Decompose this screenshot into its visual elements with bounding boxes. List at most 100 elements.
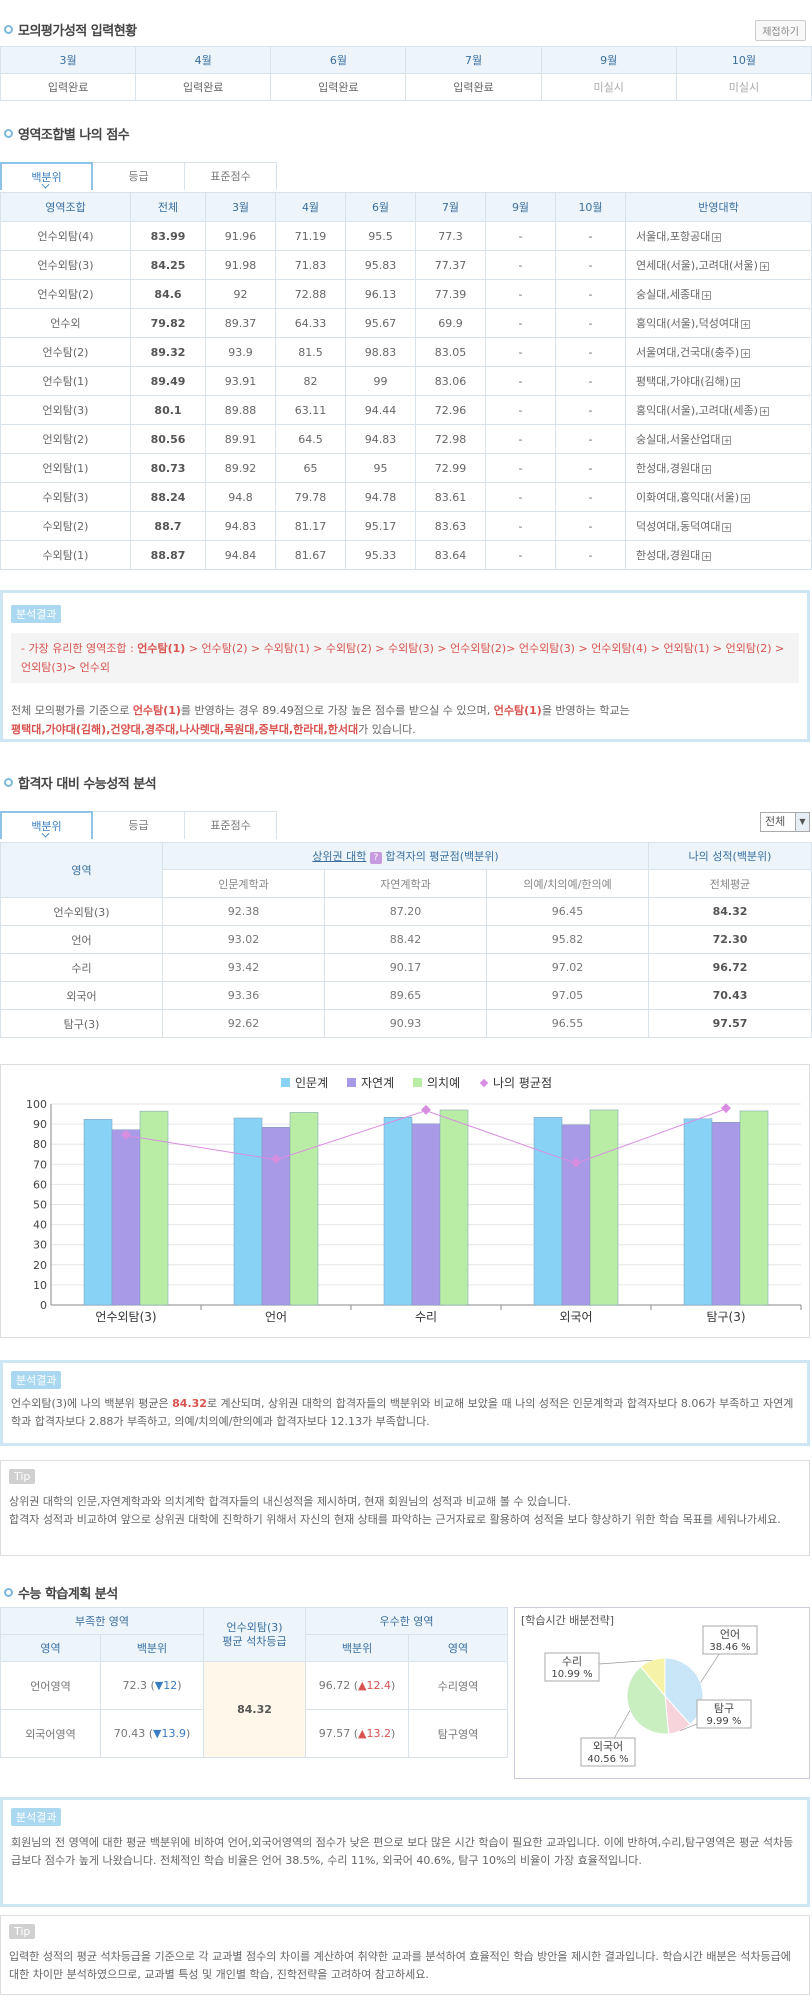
table-cell: 한성대,경원대 +	[625, 540, 812, 570]
plus-icon[interactable]: +	[722, 435, 732, 445]
r1-p2: 를 반영하는 경우 89.49점으로 가장 높은 점수를 받으실 수 있으며,	[180, 704, 494, 717]
table-cell: 덕성여대,동덕여대 +	[625, 511, 812, 541]
header-weak: 부족한 영역	[0, 1607, 205, 1635]
table-cell: -	[485, 453, 556, 483]
table-cell: 언수외탐(4)	[0, 221, 131, 251]
table-cell: 98.83	[345, 337, 416, 367]
header-group-a[interactable]: 상위권 대학	[312, 850, 367, 863]
best-first: 언수탐(1)	[137, 642, 186, 655]
column-header: 4월	[275, 192, 346, 222]
r2-p2: 로 계산되며, 상위권 대학의 합격자들의 백분위와 비교해 보았을 때 나의 …	[11, 1397, 794, 1428]
university-list: 서울여대,건국대(충주)	[636, 346, 740, 359]
table-cell: 81.67	[275, 540, 346, 570]
pie-label-name: 언어	[720, 1628, 740, 1641]
plus-icon[interactable]: +	[722, 522, 732, 532]
table-row: 언어 93.02 88.42 95.82 72.30	[0, 925, 812, 954]
pie-box: [학습시간 배분전략] 언어 38.46 % 탐구 9.99 % 외국어 40.56 % 수…	[514, 1607, 810, 1779]
table-cell: -	[555, 308, 626, 338]
result1-text: 전체 모의평가를 기준으로 언수탐(1)를 반영하는 경우 89.49점으로 가…	[11, 701, 801, 739]
university-list: 한성대,경원대	[636, 462, 701, 475]
plus-icon[interactable]: +	[741, 348, 751, 358]
table-cell: 77.37	[415, 250, 486, 280]
plus-icon[interactable]: +	[759, 261, 769, 271]
plus-icon[interactable]: +	[741, 493, 751, 503]
university-list: 평택대,가야대(김해)	[636, 375, 730, 388]
r1-p1: 전체 모의평가를 기준으로	[11, 704, 133, 717]
y-tick-label: 0	[40, 1299, 47, 1312]
r1-p3: 을 반영하는 학교는	[541, 704, 630, 717]
scope-select[interactable]: 전체 ▼	[760, 812, 810, 832]
table-cell: 언어	[0, 925, 163, 954]
plus-icon[interactable]: +	[702, 464, 712, 474]
table-cell: 94.78	[345, 482, 416, 512]
table-cell: -	[555, 250, 626, 280]
table-row: 언수외 79.82 89.37 64.33 95.67 69.9- - 홍익대(서울),덕성여…	[0, 308, 812, 338]
plus-icon[interactable]: +	[741, 319, 751, 329]
bullet-icon	[4, 778, 13, 787]
tab-percentile[interactable]: 백분위	[0, 162, 93, 190]
tip-badge: Tip	[9, 1924, 36, 1939]
strong-pct: 96.72 (▲12.4)	[305, 1661, 410, 1710]
table-cell: 72.98	[415, 424, 486, 454]
section-title-pass-compare: 합격자 대비 수능성적 분석	[4, 773, 157, 792]
r2-p1: 언수외탐(3)에 나의 백분위 평균은	[11, 1397, 173, 1410]
strong-pct: 97.57 (▲13.2)	[305, 1709, 410, 1758]
table-cell: 89.92	[205, 453, 276, 483]
tab-percentile[interactable]: 백분위	[0, 811, 93, 839]
table-cell: 숭실대,서울산업대 +	[625, 424, 812, 454]
bar-인문계-언수외탐(3)	[83, 1119, 113, 1306]
plus-icon[interactable]: +	[702, 290, 712, 300]
chevron-down-icon: ▼	[795, 813, 809, 831]
column-header: 10월	[555, 192, 626, 222]
bar-자연계-외국어	[561, 1124, 591, 1306]
month-header: 6월	[270, 46, 407, 74]
table-cell: 홍익대(서울),덕성여대 +	[625, 308, 812, 338]
legend-label: 나의 평균점	[493, 1076, 552, 1090]
month-header: 9월	[540, 46, 677, 74]
table-cell: 97.02	[485, 953, 650, 982]
analysis-result-box-2: 분석결과 언수외탐(3)에 나의 백분위 평균은 84.32로 계산되며, 상위…	[0, 1360, 810, 1446]
table-cell: -	[485, 540, 556, 570]
tip1-l2: 합격자 성적과 비교하여 앞으로 상위권 대학에 진학하기 위해서 자신의 현재…	[9, 1513, 781, 1526]
table-cell: 언수외탐(3)	[0, 897, 163, 926]
tab-standard[interactable]: 표준점수	[184, 811, 277, 839]
table-cell: 95.33	[345, 540, 416, 570]
x-tick-label: 언수외탐(3)	[95, 1310, 156, 1324]
table-cell: 89.88	[205, 395, 276, 425]
y-tick-label: 80	[33, 1138, 47, 1151]
result2-text: 언수외탐(3)에 나의 백분위 평균은 84.32로 계산되며, 상위권 대학의…	[11, 1395, 801, 1431]
r1-hl1: 언수탐(1)	[132, 704, 181, 717]
table-cell: 87.20	[324, 897, 487, 926]
table-cell: 수리	[0, 953, 163, 982]
y-tick-label: 90	[33, 1118, 47, 1131]
tip1-text: 상위권 대학의 인문,자연계학과와 의치계학 합격자들의 내신성적을 제시하며,…	[9, 1493, 799, 1529]
table-cell: 84.25	[130, 250, 206, 280]
tab-grade[interactable]: 등급	[92, 162, 185, 190]
point-나의 평균점	[721, 1103, 731, 1114]
table-cell: -	[555, 424, 626, 454]
plus-icon[interactable]: +	[731, 377, 741, 387]
analysis-badge: 분석결과	[11, 605, 62, 623]
plus-icon[interactable]: +	[712, 232, 722, 242]
table-cell: -	[555, 366, 626, 396]
tab-standard[interactable]: 표준점수	[184, 162, 277, 190]
table-cell: 한성대,경원대 +	[625, 453, 812, 483]
tip-box-2: Tip 입력한 성적의 평균 석차등급을 기준으로 각 교과별 점수의 차이를 …	[0, 1915, 810, 1995]
month-status: 입력완료	[135, 73, 272, 101]
plus-icon[interactable]: +	[702, 551, 712, 561]
table-cell: 언수탐(1)	[0, 366, 131, 396]
collapse-button[interactable]: 제접하기	[755, 20, 806, 41]
table-cell: -	[485, 250, 556, 280]
tab-grade[interactable]: 등급	[92, 811, 185, 839]
best-rest: > 언수탐(2) > 수외탐(1) > 수외탐(2) > 수외탐(3) > 언수…	[21, 642, 785, 674]
x-tick-label: 언어	[265, 1310, 287, 1324]
month-status: 미실시	[540, 73, 677, 101]
header-group-b: 합격자의 평균점(백분위)	[385, 850, 499, 863]
table-row: 탐구(3) 92.62 90.93 96.55 97.57	[0, 1009, 812, 1038]
help-icon[interactable]: ?	[369, 852, 382, 864]
plus-icon[interactable]: +	[759, 406, 769, 416]
y-tick-label: 100	[26, 1098, 47, 1111]
table-cell: 언외탐(3)	[0, 395, 131, 425]
table-row: 언외탐(3) 80.1 89.88 63.11 94.44 72.96- - 홍익대(서울),…	[0, 395, 812, 425]
